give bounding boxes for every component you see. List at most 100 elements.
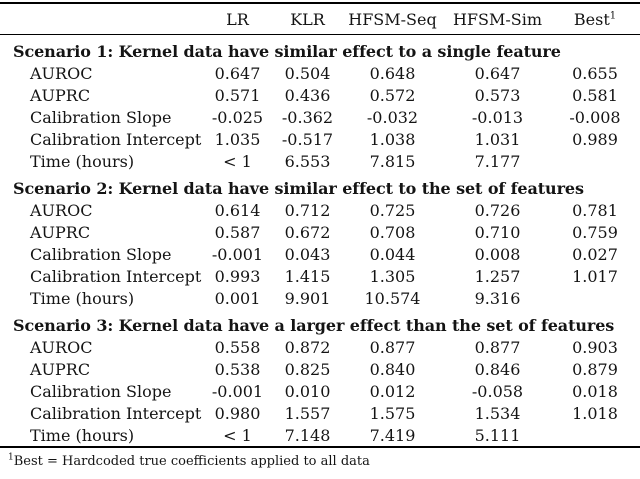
metric-label: AUPRC [30, 86, 91, 105]
metric-value: 0.043 [284, 245, 331, 264]
metric-value: 0.012 [369, 382, 416, 401]
metric-label: Calibration Slope [30, 108, 172, 127]
metric-value: -0.013 [471, 108, 524, 127]
metric-value: -0.032 [366, 108, 419, 127]
metric-label: AUROC [30, 338, 93, 357]
metric-value: < 1 [223, 426, 252, 445]
metric-value: 0.877 [369, 338, 416, 357]
metric-label: AUROC [30, 64, 93, 83]
table-row: Time (hours) < 1 6.553 7.815 7.177 [0, 150, 640, 172]
col-header-lr: LR [200, 3, 275, 35]
metric-value: 1.557 [284, 404, 331, 423]
table-row: AUROC 0.647 0.504 0.648 0.647 0.655 [0, 62, 640, 84]
col-header-hfsm-seq: HFSM-Seq [340, 3, 445, 35]
metric-value: 0.581 [572, 86, 618, 105]
metric-value: 0.989 [572, 130, 618, 149]
metric-value: 7.148 [284, 426, 331, 445]
metric-value: 6.553 [284, 152, 331, 171]
metric-value: 0.027 [572, 245, 618, 264]
section-header-scenario-2: Scenario 2: Kernel data have similar eff… [0, 172, 640, 199]
metric-value: 0.587 [214, 223, 261, 242]
metric-value: 1.575 [369, 404, 416, 423]
metric-value: 0.993 [214, 267, 261, 286]
metric-value: 0.712 [284, 201, 331, 220]
table-header-row: LR KLR HFSM-Seq HFSM-Sim Best1 [0, 3, 640, 35]
col-header-empty [0, 3, 200, 35]
table-row: Calibration Intercept 0.993 1.415 1.305 … [0, 265, 640, 287]
section-header-scenario-1: Scenario 1: Kernel data have similar eff… [0, 35, 640, 63]
metric-value: 5.111 [474, 426, 521, 445]
metric-label: Time (hours) [30, 152, 135, 171]
metric-value: 0.571 [214, 86, 261, 105]
metric-label: Calibration Intercept [30, 404, 202, 423]
metric-value: 9.901 [284, 289, 331, 308]
col-header-klr: KLR [275, 3, 340, 35]
metric-value: 0.980 [214, 404, 261, 423]
results-table: LR KLR HFSM-Seq HFSM-Sim Best1 Scenario … [0, 2, 640, 448]
metric-value: 0.558 [214, 338, 261, 357]
metric-label: AUPRC [30, 223, 91, 242]
metric-value: -0.058 [471, 382, 524, 401]
metric-value: 0.504 [284, 64, 331, 83]
metric-value: 0.001 [214, 289, 261, 308]
metric-value: 0.903 [572, 338, 618, 357]
table-row: Calibration Intercept 0.980 1.557 1.575 … [0, 402, 640, 424]
metric-value: 0.872 [284, 338, 331, 357]
metric-value: -0.362 [281, 108, 334, 127]
table-row: AUPRC 0.571 0.436 0.572 0.573 0.581 [0, 84, 640, 106]
metric-value: 0.573 [474, 86, 521, 105]
metric-value: 1.257 [474, 267, 521, 286]
metric-label: Calibration Intercept [30, 130, 202, 149]
table-row: AUPRC 0.538 0.825 0.840 0.846 0.879 [0, 358, 640, 380]
metric-value: < 1 [223, 152, 252, 171]
footnote-marker: 1 [8, 452, 14, 463]
metric-value: 1.031 [474, 130, 521, 149]
metric-value: 1.017 [572, 267, 618, 286]
metric-value: 0.436 [284, 86, 331, 105]
col-header-best-label: Best [573, 9, 610, 29]
table-row: Time (hours) < 1 7.148 7.419 5.111 [0, 424, 640, 447]
metric-value: 0.879 [572, 360, 618, 379]
metric-value: 0.877 [474, 338, 521, 357]
metric-value: 10.574 [364, 289, 421, 308]
metric-value: 0.655 [572, 64, 618, 83]
table-row: Calibration Slope -0.025 -0.362 -0.032 -… [0, 106, 640, 128]
metric-value: 0.725 [369, 201, 416, 220]
section-title: Scenario 2: Kernel data have similar eff… [13, 179, 584, 198]
metric-value: 1.018 [572, 404, 618, 423]
metric-value: 0.614 [214, 201, 261, 220]
metric-value: 0.647 [214, 64, 261, 83]
metric-value: 0.846 [474, 360, 521, 379]
metric-value: -0.001 [211, 382, 264, 401]
metric-value [550, 150, 640, 172]
metric-value: 0.018 [572, 382, 618, 401]
metric-value: -0.025 [211, 108, 264, 127]
metric-value: -0.001 [211, 245, 264, 264]
table-row: AUPRC 0.587 0.672 0.708 0.710 0.759 [0, 221, 640, 243]
table-row: Calibration Intercept 1.035 -0.517 1.038… [0, 128, 640, 150]
table-row: Calibration Slope -0.001 0.010 0.012 -0.… [0, 380, 640, 402]
table-row: AUROC 0.558 0.872 0.877 0.877 0.903 [0, 336, 640, 358]
table-row: Calibration Slope -0.001 0.043 0.044 0.0… [0, 243, 640, 265]
metric-value: 0.781 [572, 201, 618, 220]
metric-value: 9.316 [474, 289, 521, 308]
section-title: Scenario 3: Kernel data have a larger ef… [13, 316, 615, 335]
metric-value: 0.648 [369, 64, 416, 83]
col-header-hfsm-sim: HFSM-Sim [445, 3, 550, 35]
metric-value: 0.825 [284, 360, 331, 379]
metric-label: Calibration Slope [30, 382, 172, 401]
metric-value: 1.038 [369, 130, 416, 149]
metric-value: 0.726 [474, 201, 521, 220]
metric-value: 0.572 [369, 86, 416, 105]
best-footnote-marker: 1 [609, 10, 617, 22]
metric-value: 0.759 [572, 223, 618, 242]
metric-value: 0.647 [474, 64, 521, 83]
metric-label: Calibration Intercept [30, 267, 202, 286]
metric-value: -0.517 [281, 130, 334, 149]
metric-value: 7.815 [369, 152, 416, 171]
metric-value: 0.010 [284, 382, 331, 401]
metric-value: 1.415 [284, 267, 331, 286]
section-title: Scenario 1: Kernel data have similar eff… [13, 42, 561, 61]
metric-label: Time (hours) [30, 289, 135, 308]
